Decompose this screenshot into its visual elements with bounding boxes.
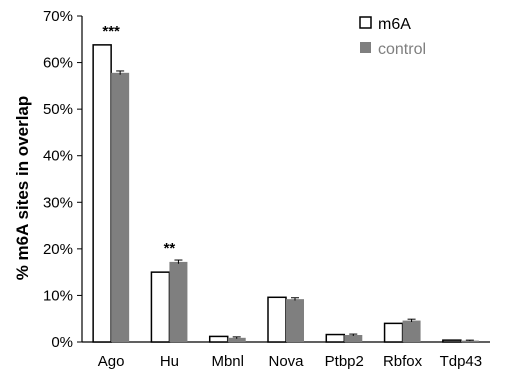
bar-m6a-mbnl	[208, 335, 229, 343]
legend: m6A control	[359, 16, 426, 58]
legend-label-m6a: m6A	[378, 16, 411, 33]
x-axis: Ago Hu Mbnl Nova Ptbp2 Rbfox Tdp43	[82, 341, 490, 370]
bar-m6a-ago	[92, 44, 112, 343]
x-tick-label-nova: Nova	[268, 353, 304, 370]
y-axis: 0% 10% 20% 30% 40% 50% 60% 70%	[43, 8, 83, 351]
bar-control-tdp43	[460, 340, 479, 342]
x-tick-label-mbnl: Mbnl	[211, 353, 244, 370]
y-tick-label: 60%	[43, 55, 73, 72]
bar-control-nova	[286, 299, 304, 342]
x-tick-label-rbfox: Rbfox	[383, 353, 423, 370]
significance-label-hu: **	[164, 240, 176, 257]
significance-label-ago: ***	[102, 23, 120, 40]
bar-m6a-tdp43	[442, 339, 462, 343]
y-tick-label: 20%	[43, 241, 73, 258]
bar-control-mbnl	[227, 337, 246, 342]
y-tick-label: 50%	[43, 101, 73, 118]
y-axis-label: % m6A sites in overlap	[13, 96, 32, 281]
x-tick-label-tdp43: Tdp43	[440, 353, 483, 370]
x-tick-label-ago: Ago	[98, 353, 125, 370]
y-tick-label: 0%	[51, 334, 73, 351]
y-tick-label: 30%	[43, 194, 73, 211]
bar-m6a-rbfox	[383, 322, 404, 343]
y-tick-label: 40%	[43, 148, 73, 165]
bar-control-ptbp2	[344, 335, 363, 342]
legend-label-control: control	[378, 41, 426, 58]
bar-m6a-hu	[150, 271, 171, 343]
bar-m6a-ptbp2	[325, 333, 346, 343]
bar-control-hu	[169, 261, 188, 342]
legend-swatch-m6a	[359, 16, 372, 29]
significance-annotations: *****	[102, 23, 175, 257]
bars	[92, 44, 479, 343]
legend-swatch-control	[360, 42, 371, 53]
x-tick-label-hu: Hu	[160, 353, 179, 370]
y-tick-label: 10%	[43, 287, 73, 304]
bar-control-rbfox	[402, 320, 421, 342]
x-tick-label-ptbp2: Ptbp2	[325, 353, 364, 370]
bar-control-ago	[111, 72, 130, 343]
y-tick-label: 70%	[43, 8, 73, 25]
bar-m6a-nova	[267, 296, 287, 343]
